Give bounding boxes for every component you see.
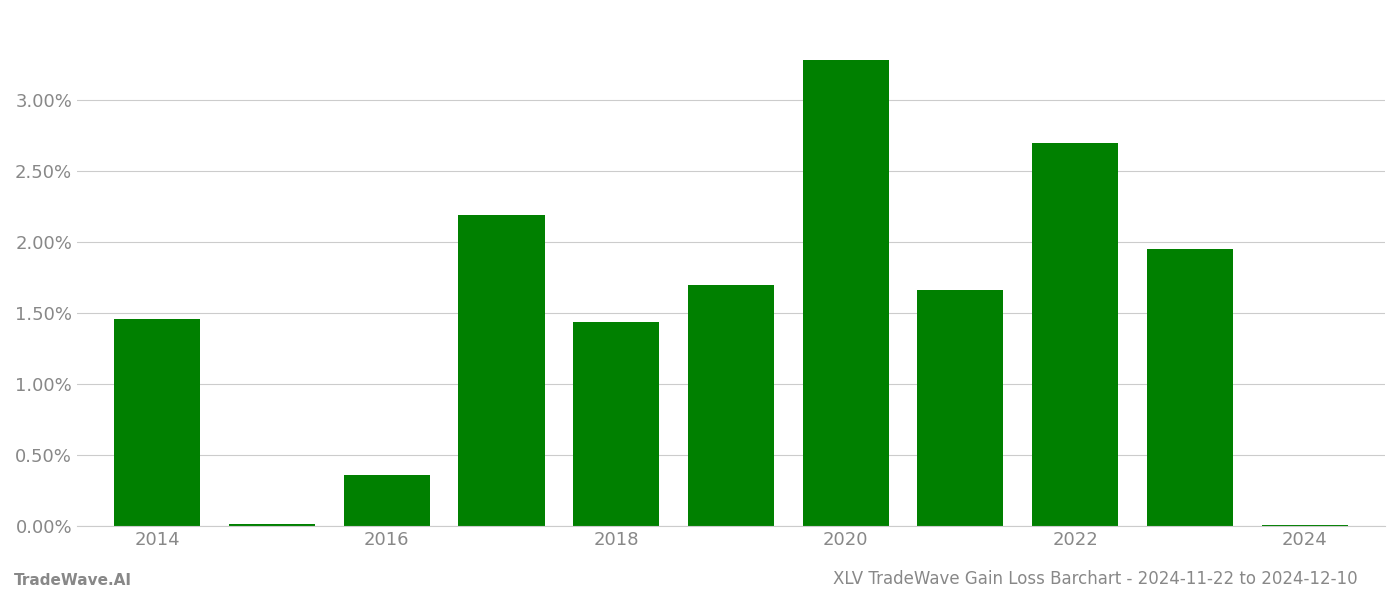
Bar — [1147, 249, 1233, 526]
Bar — [1032, 143, 1119, 526]
Bar — [458, 215, 545, 526]
Bar — [687, 285, 774, 526]
Text: TradeWave.AI: TradeWave.AI — [14, 573, 132, 588]
Bar — [344, 475, 430, 526]
Bar — [573, 322, 659, 526]
Bar — [115, 319, 200, 526]
Bar — [917, 290, 1004, 526]
Bar — [802, 61, 889, 526]
Bar — [230, 524, 315, 526]
Text: XLV TradeWave Gain Loss Barchart - 2024-11-22 to 2024-12-10: XLV TradeWave Gain Loss Barchart - 2024-… — [833, 570, 1358, 588]
